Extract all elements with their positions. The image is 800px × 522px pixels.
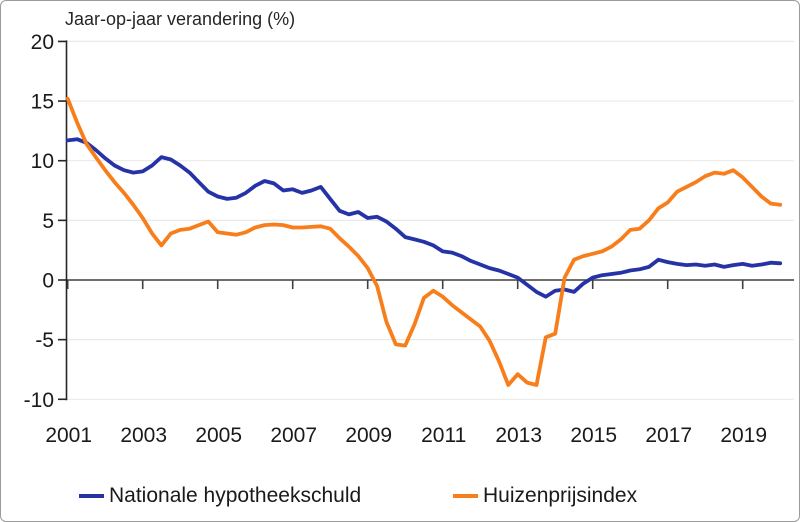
x-tick-label-2013: 2013 [495,424,542,447]
legend-item-huizenprijsindex: Huizenprijsindex [453,481,637,511]
y-tick-label-5: 5 [42,210,54,233]
legend-label: Nationale hypotheekschuld [109,484,362,507]
x-tick-label-2005: 2005 [195,424,242,447]
legend-label: Huizenprijsindex [483,484,638,507]
x-tick-label-2011: 2011 [421,424,466,447]
legend-swatch-blue-icon [79,494,104,498]
x-tick-label-2007: 2007 [270,424,317,447]
legend-swatch-orange-icon [453,494,478,498]
y-tick-label-0: 0 [42,270,54,293]
x-tick-label-2003: 2003 [120,424,167,447]
series-line-nationale-hypotheekschuld [65,137,783,299]
x-tick-label-2001: 2001 [45,424,92,447]
y-tick-label--10: -10 [24,389,54,412]
legend-item-nationale-hypotheekschuld: Nationale hypotheekschuld [79,481,361,511]
series-line-huizenprijsindex [65,96,783,387]
chart-title: Jaar-op-jaar verandering (%) [65,9,296,29]
legend: Nationale hypotheekschuld Huizenprijsind… [1,481,799,515]
y-tick-label-10: 10 [31,150,54,173]
x-tick-label-2017: 2017 [645,424,692,447]
y-tick-label--5: -5 [35,329,54,352]
x-tick-label-2015: 2015 [570,424,617,447]
x-tick-label-2019: 2019 [720,424,767,447]
x-tick-label-2009: 2009 [345,424,392,447]
y-tick-label-15: 15 [31,91,54,114]
y-tick-label-20: 20 [31,31,54,54]
